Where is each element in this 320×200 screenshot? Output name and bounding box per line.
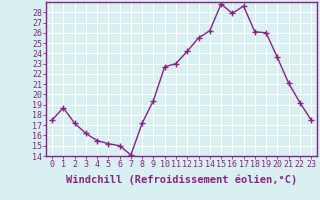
X-axis label: Windchill (Refroidissement éolien,°C): Windchill (Refroidissement éolien,°C) [66, 175, 297, 185]
